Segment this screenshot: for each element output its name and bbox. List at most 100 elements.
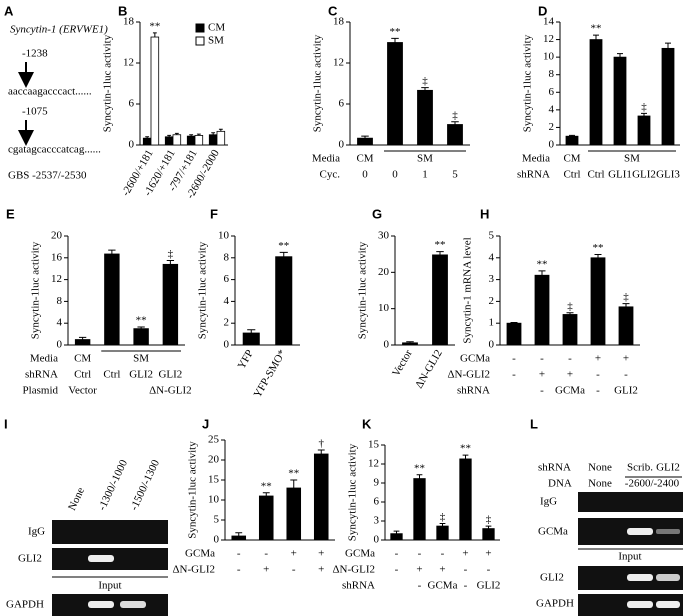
y-tick-label: 0 bbox=[549, 139, 555, 151]
bar bbox=[150, 36, 160, 146]
legend-label: SM bbox=[208, 35, 224, 47]
row-label: GCMa bbox=[460, 353, 490, 365]
column-label: None bbox=[66, 486, 87, 513]
y-tick-label: 15 bbox=[368, 439, 380, 451]
annotation: ‡ bbox=[168, 248, 174, 260]
row-cell: - bbox=[237, 564, 241, 576]
band bbox=[656, 601, 680, 608]
y-tick-label: 3 bbox=[489, 273, 495, 285]
error-bar bbox=[174, 132, 179, 135]
y-axis-label: Syncytin-1luc activity bbox=[312, 34, 324, 132]
bar bbox=[172, 134, 182, 146]
bar bbox=[417, 89, 433, 146]
y-tick-label: 12 bbox=[543, 33, 554, 45]
bar bbox=[208, 134, 218, 146]
y-tick-label: 6 bbox=[374, 496, 380, 508]
row-label: IgG bbox=[28, 526, 45, 538]
row-cell: - bbox=[512, 353, 516, 365]
panel-letter: I bbox=[4, 416, 8, 431]
error-bar bbox=[566, 312, 574, 315]
row-label: DNA bbox=[548, 478, 572, 490]
row-cell: GLI3 bbox=[656, 169, 680, 181]
y-tick-label: 18 bbox=[333, 16, 345, 28]
error-bar bbox=[622, 303, 630, 307]
panel-letter: E bbox=[6, 206, 15, 221]
error-bar bbox=[406, 341, 414, 343]
y-tick-label: 0 bbox=[57, 339, 63, 351]
error-bar bbox=[167, 134, 172, 137]
y-tick-label: 2 bbox=[549, 121, 555, 133]
row-cell: - bbox=[540, 353, 544, 365]
annotation: ** bbox=[261, 480, 272, 492]
column-label: GLI2 bbox=[656, 462, 680, 474]
annotation: ‡ bbox=[486, 514, 492, 526]
row-cell: - bbox=[464, 564, 468, 576]
row-cell: - bbox=[441, 548, 445, 560]
row-label: ΔN-GLI2 bbox=[332, 564, 375, 576]
y-tick-label: 6 bbox=[339, 98, 345, 110]
y-axis-label: Syncytin-1luc activity bbox=[187, 441, 199, 539]
y-tick-label: 3 bbox=[374, 515, 380, 527]
error-bar bbox=[317, 449, 325, 454]
row-cell: SM bbox=[417, 153, 433, 165]
bar bbox=[104, 253, 120, 346]
annotation: ** bbox=[390, 26, 401, 38]
bar bbox=[565, 135, 579, 146]
error-bar bbox=[196, 133, 201, 136]
row-cell: Ctrl bbox=[563, 169, 580, 181]
row-cell: - bbox=[418, 548, 422, 560]
y-tick-label: 20 bbox=[378, 266, 390, 278]
annotation: ‡ bbox=[641, 101, 647, 113]
error-bar bbox=[436, 251, 444, 255]
row-cell: GCMa bbox=[428, 580, 458, 592]
y-tick-label: 4 bbox=[549, 103, 555, 115]
row-cell: GLI2 bbox=[158, 369, 182, 381]
y-tick-label: 30 bbox=[378, 230, 390, 242]
y-tick-label: 0 bbox=[224, 339, 230, 351]
band bbox=[656, 574, 680, 581]
panel-letter: F bbox=[210, 206, 218, 221]
row-cell: Ctrl bbox=[103, 369, 120, 381]
y-tick-label: 14 bbox=[543, 16, 555, 28]
bar bbox=[164, 136, 174, 146]
row-cell: - bbox=[540, 385, 544, 397]
error-bar bbox=[137, 326, 145, 329]
annotation: ** bbox=[414, 462, 425, 474]
y-tick-label: 12 bbox=[51, 273, 62, 285]
y-tick-label: 12 bbox=[123, 57, 134, 69]
row-label: shRNA bbox=[538, 462, 571, 474]
row-cell: - bbox=[395, 564, 399, 576]
bar bbox=[506, 322, 522, 346]
row-label: GCMa bbox=[345, 548, 375, 560]
row-label: shRNA bbox=[342, 580, 375, 592]
y-tick-label: 10 bbox=[378, 302, 390, 314]
bar bbox=[74, 339, 91, 346]
row-cell: 5 bbox=[452, 169, 458, 181]
row-label: shRNA bbox=[517, 169, 550, 181]
error-bar bbox=[247, 329, 256, 334]
band bbox=[627, 528, 653, 535]
y-tick-label: 6 bbox=[549, 86, 555, 98]
band bbox=[656, 529, 680, 534]
error-bar bbox=[665, 42, 671, 49]
row-cell: 1 bbox=[422, 169, 428, 181]
sequence: cgatagcacccatcag...... bbox=[8, 144, 101, 156]
error-bar bbox=[594, 254, 602, 258]
row-cell: GLI1 bbox=[608, 169, 632, 181]
error-bar bbox=[218, 128, 223, 132]
error-bar bbox=[485, 525, 492, 529]
error-bar bbox=[145, 136, 150, 139]
bar bbox=[562, 314, 578, 346]
row-cell: - bbox=[418, 580, 422, 592]
bar bbox=[534, 274, 550, 346]
y-tick-label: 18 bbox=[123, 16, 135, 28]
error-bar bbox=[78, 336, 87, 340]
row-cell: CM bbox=[563, 153, 580, 165]
y-tick-label: 16 bbox=[51, 251, 63, 263]
column-label: -2600/-2400 bbox=[625, 478, 680, 490]
column-label: Scrib. bbox=[627, 462, 653, 474]
x-tick-label: YFP-SMO* bbox=[252, 348, 289, 400]
row-label: Media bbox=[522, 153, 550, 165]
input-label: Input bbox=[618, 551, 641, 563]
y-tick-label: 6 bbox=[224, 273, 230, 285]
